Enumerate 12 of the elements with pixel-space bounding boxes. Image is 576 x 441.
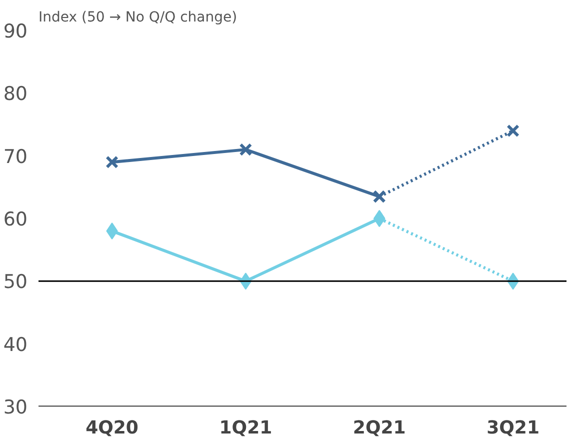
x-tick-label: 1Q21 [219,418,272,438]
x-tick-label: 3Q21 [486,418,540,438]
y-axis-title: Index (50 → No Q/Q change) [38,10,238,26]
x-tick-label: 4Q20 [86,418,138,438]
y-tick-label: 50 [3,271,28,294]
x-tick-label: 2Q21 [352,418,406,438]
y-tick-label: 70 [3,146,28,168]
y-tick-label: 60 [3,208,28,230]
y-tick-label: 30 [3,396,28,418]
y-tick-label: 40 [3,334,28,356]
y-tick-label: 90 [3,20,28,42]
y-tick-label: 80 [3,83,28,106]
